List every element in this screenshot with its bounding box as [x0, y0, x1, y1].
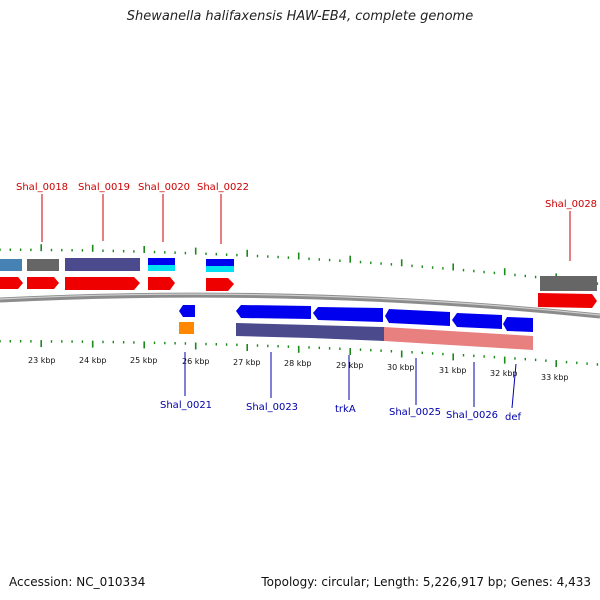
gene-bar-shal-0022[interactable]	[206, 259, 234, 266]
bottom-ruler-ticks	[0, 340, 599, 368]
kbp-label: 30 kbp	[387, 363, 415, 372]
kbp-label: 32 kbp	[490, 369, 518, 378]
kbp-label: 23 kbp	[28, 356, 56, 365]
kbp-label: 33 kbp	[541, 373, 569, 382]
cds-arrow-left[interactable]	[0, 277, 23, 289]
genome-backbone	[0, 292, 600, 319]
gene-bar-shal-0020-cyan[interactable]	[148, 265, 175, 271]
cds-arrow-shal-0023[interactable]	[236, 305, 311, 319]
bottom-gene-labels: Shal_0021 Shal_0023 trkA Shal_0025 Shal_…	[160, 400, 522, 423]
cds-arrow-shal-0021[interactable]	[179, 305, 195, 317]
cds-arrow-shal-0018[interactable]	[27, 277, 59, 289]
cds-arrow-shal-0025[interactable]	[385, 309, 450, 326]
accession-text: Accession: NC_010334	[9, 575, 146, 589]
cds-arrow-shal-0028[interactable]	[538, 293, 597, 308]
gene-bar-def[interactable]	[500, 334, 533, 350]
cds-arrow-shal-0022[interactable]	[206, 278, 234, 291]
gene-bar-shal-0019[interactable]	[65, 258, 140, 271]
gene-label-shal-0023[interactable]: Shal_0023	[246, 402, 298, 413]
gene-bar-shal-0020[interactable]	[148, 258, 175, 265]
bottom-label-leaders	[184, 352, 517, 409]
gene-label-shal-0018[interactable]: Shal_0018	[16, 182, 68, 193]
gene-bar-shal-0022-cyan[interactable]	[206, 266, 234, 272]
gene-bar-shal-0018[interactable]	[27, 259, 59, 271]
gene-bar-shal-0021[interactable]	[179, 322, 194, 334]
kbp-label: 28 kbp	[284, 359, 312, 368]
gene-label-shal-0020[interactable]: Shal_0020	[138, 182, 190, 193]
gene-label-shal-0022[interactable]: Shal_0022	[197, 182, 249, 193]
top-gene-labels: Shal_0018 Shal_0019 Shal_0020 Shal_0022 …	[16, 182, 597, 210]
map-title: Shewanella halifaxensis HAW-EB4, complet…	[126, 9, 474, 24]
kbp-label: 24 kbp	[79, 356, 107, 365]
cds-arrow-trka[interactable]	[313, 307, 383, 322]
kbp-label: 31 kbp	[439, 366, 467, 375]
gene-bar-shal-0028[interactable]	[540, 276, 597, 291]
gene-bar-shal-0025[interactable]	[384, 327, 450, 345]
cds-arrow-shal-0019[interactable]	[65, 277, 140, 290]
kbp-label: 26 kbp	[182, 357, 210, 366]
gene-bar-shal-0026[interactable]	[450, 331, 500, 348]
gene-label-shal-0025[interactable]: Shal_0025	[389, 407, 441, 418]
top-gene-bars	[0, 258, 597, 291]
gene-label-def[interactable]: def	[505, 412, 522, 423]
gene-label-shal-0026[interactable]: Shal_0026	[446, 410, 498, 421]
cds-arrow-shal-0026[interactable]	[452, 313, 502, 329]
kbp-label: 29 kbp	[336, 361, 364, 370]
kbp-scale-labels: 23 kbp 24 kbp 25 kbp 26 kbp 27 kbp 28 kb…	[28, 356, 569, 382]
gene-bar-shal-0023[interactable]	[236, 323, 311, 338]
kbp-label: 27 kbp	[233, 358, 261, 367]
cds-arrow-def[interactable]	[503, 317, 533, 332]
top-label-leaders	[41, 194, 571, 261]
gene-bar-trka[interactable]	[311, 325, 384, 341]
gene-label-shal-0019[interactable]: Shal_0019	[78, 182, 130, 193]
gene-bar-left-blue[interactable]	[0, 259, 22, 271]
bottom-gene-bars	[179, 322, 533, 350]
genome-backbone-highlight	[0, 293, 600, 316]
kbp-label: 25 kbp	[130, 356, 158, 365]
gene-label-shal-0028[interactable]: Shal_0028	[545, 199, 597, 210]
gene-label-shal-0021[interactable]: Shal_0021	[160, 400, 212, 411]
genome-summary-text: Topology: circular; Length: 5,226,917 bp…	[261, 575, 591, 589]
reverse-cds-arrows	[179, 305, 533, 332]
forward-cds-arrows	[0, 277, 597, 308]
gene-label-trka[interactable]: trkA	[335, 404, 356, 415]
cds-arrow-shal-0020[interactable]	[148, 277, 175, 290]
